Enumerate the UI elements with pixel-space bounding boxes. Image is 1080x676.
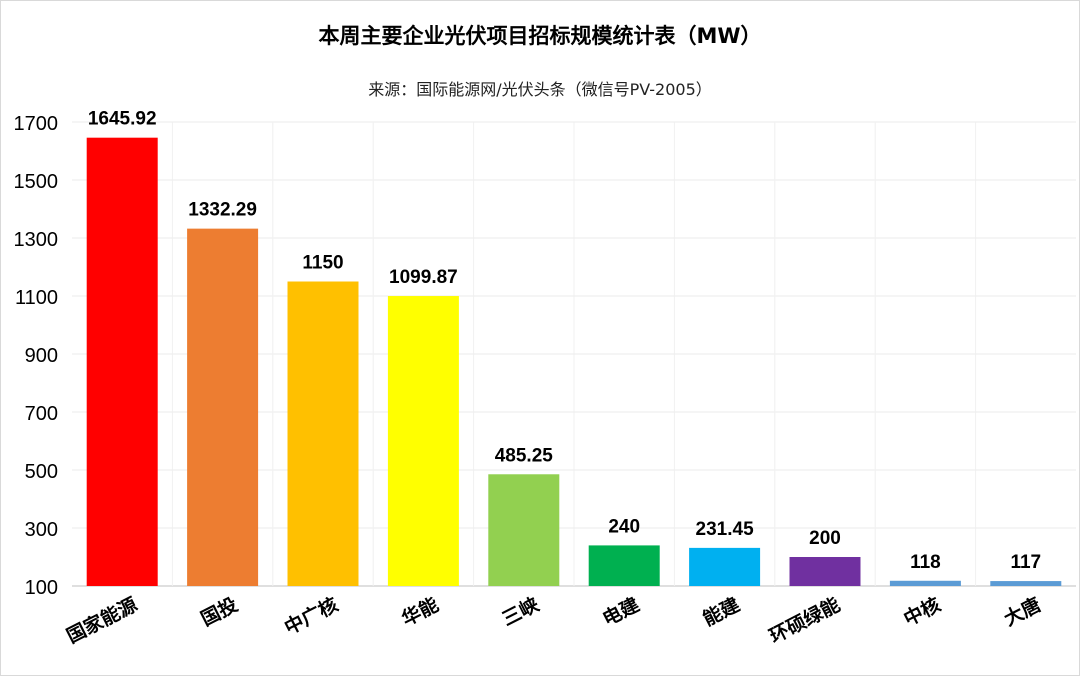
x-axis: 国家能源 国投 中广核 华能 三峡 电建 能建 环硕绿能 中核 大唐 xyxy=(63,592,1045,647)
x-tick-label: 华能 xyxy=(398,593,442,631)
x-tick-label: 大唐 xyxy=(1000,593,1044,631)
bar xyxy=(689,547,761,586)
data-label: 231.45 xyxy=(696,519,755,540)
chart-subtitle: 来源：国际能源网/光伏头条（微信号PV-2005） xyxy=(368,80,712,99)
y-tick-label: 900 xyxy=(25,345,58,367)
x-tick-label: 三峡 xyxy=(498,592,543,630)
x-tick-label: 环硕绿能 xyxy=(766,593,844,648)
data-label: 1645.92 xyxy=(88,109,157,130)
bar xyxy=(287,281,359,586)
data-label: 1332.29 xyxy=(188,200,257,221)
y-tick-label: 1300 xyxy=(14,229,59,251)
y-tick-label: 1100 xyxy=(15,287,58,309)
data-labels: 1645.92 1332.29 1150 1099.87 485.25 240 231.45… xyxy=(88,109,1041,573)
y-tick-label: 100 xyxy=(25,577,58,599)
y-tick-label: 500 xyxy=(25,461,58,483)
bars xyxy=(86,137,1062,586)
data-label: 240 xyxy=(608,516,640,537)
chart-title: 本周主要企业光伏项目招标规模统计表（MW） xyxy=(318,24,762,48)
data-label: 485.25 xyxy=(495,445,554,466)
data-label: 1099.87 xyxy=(389,267,458,288)
x-tick-label: 中广核 xyxy=(281,593,342,639)
x-tick-label: 国投 xyxy=(197,593,241,631)
bar xyxy=(789,557,861,586)
data-label: 117 xyxy=(1010,552,1041,573)
bar xyxy=(488,474,560,586)
bar xyxy=(387,296,459,586)
y-axis: 100 300 500 700 900 1100 1300 1500 1700 xyxy=(14,113,59,599)
data-label: 118 xyxy=(910,552,941,573)
bar xyxy=(990,581,1062,586)
x-tick-label: 中核 xyxy=(900,593,944,631)
x-tick-label: 电建 xyxy=(599,593,643,631)
y-tick-label: 1500 xyxy=(14,171,59,193)
y-tick-label: 1700 xyxy=(14,113,59,135)
x-tick-label: 国家能源 xyxy=(63,593,141,648)
y-tick-label: 300 xyxy=(25,519,58,541)
data-label: 200 xyxy=(809,528,841,549)
bar xyxy=(588,545,660,586)
bar xyxy=(889,580,961,586)
data-label: 1150 xyxy=(302,253,343,274)
bar xyxy=(86,137,158,586)
y-tick-label: 700 xyxy=(25,403,58,425)
x-tick-label: 能建 xyxy=(699,593,743,631)
bar xyxy=(187,228,259,586)
